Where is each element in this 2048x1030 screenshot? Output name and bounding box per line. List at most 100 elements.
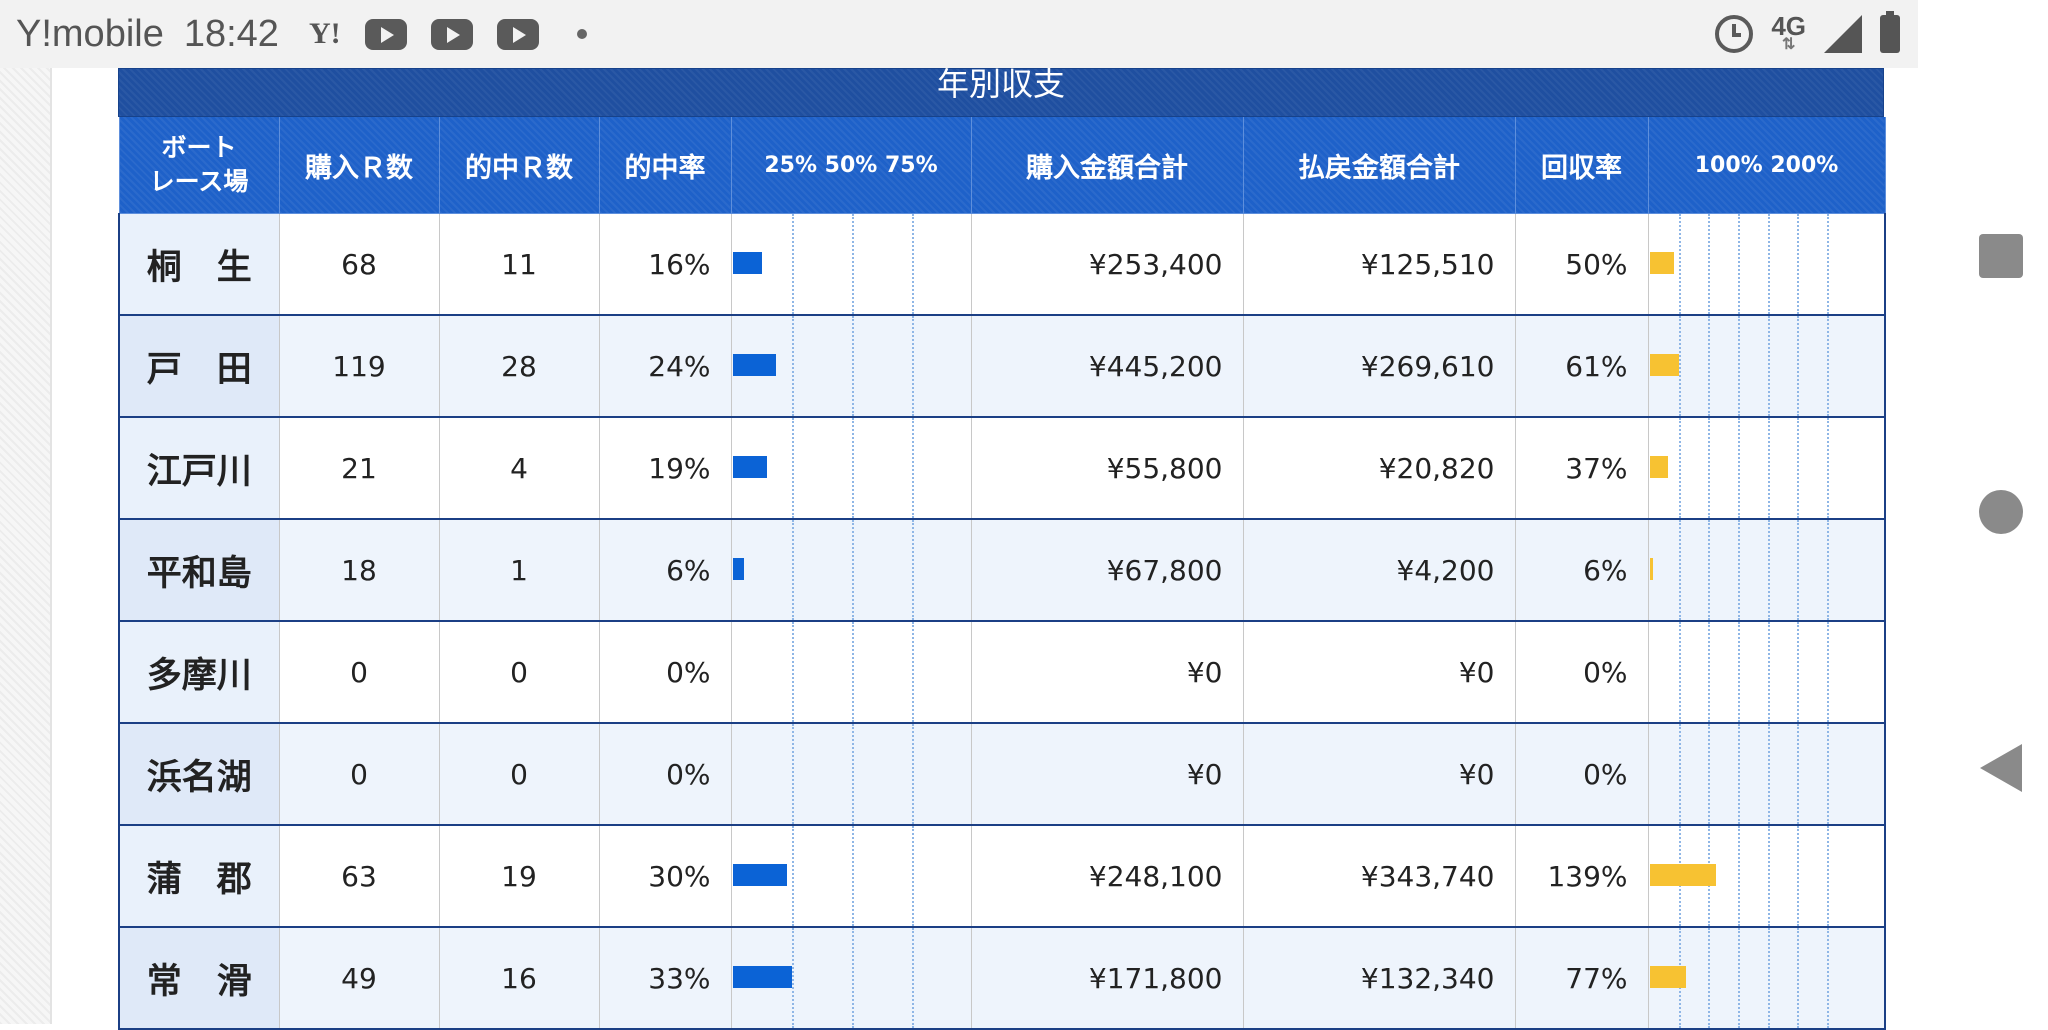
venue-name: 桐 生 [118, 213, 280, 316]
return-rate-gridline [1826, 826, 1829, 926]
purchased-races: 0 [278, 723, 440, 826]
annual-balance-table: 年別収支 ボート レース場 購入Ｒ数 的中Ｒ数 的中率 25% 50% 75% … [118, 68, 1886, 1030]
purchase-total: ¥171,800 [970, 927, 1244, 1030]
hit-races: 4 [438, 417, 600, 520]
return-rate-bar-cell [1647, 315, 1886, 418]
return-rate-bar-cell [1647, 825, 1886, 928]
hit-rate-gridline [791, 826, 794, 926]
return-rate-gridline [1767, 928, 1770, 1028]
purchased-races: 21 [278, 417, 440, 520]
return-rate-gridline [1767, 214, 1770, 314]
hit-rate-gridline [791, 418, 794, 518]
purchased-races: 63 [278, 825, 440, 928]
return-rate-gridline [1767, 520, 1770, 620]
return-rate-gridline [1796, 418, 1799, 518]
hit-rate-gridline [911, 826, 914, 926]
payout-total: ¥343,740 [1242, 825, 1516, 928]
purchased-races: 119 [278, 315, 440, 418]
purchase-total: ¥55,800 [970, 417, 1244, 520]
hit-rate-bar-cell [730, 723, 972, 826]
header-hit-races: 的中Ｒ数 [438, 117, 600, 214]
alarm-icon [1715, 15, 1754, 53]
venue-name: 戸 田 [118, 315, 280, 418]
payout-total: ¥20,820 [1242, 417, 1516, 520]
hit-rate-gridline [851, 826, 854, 926]
return-rate-gridline [1737, 418, 1740, 518]
hit-rate-bar [732, 558, 744, 580]
table-row: 江戸川 21 4 19% ¥55,800 ¥20,820 37% [118, 417, 1886, 520]
return-rate-gridline [1767, 724, 1770, 824]
home-button[interactable] [1979, 490, 2023, 534]
purchase-total: ¥445,200 [970, 315, 1244, 418]
recents-button[interactable] [1979, 234, 2023, 278]
header-hit-rate: 的中率 [598, 117, 732, 214]
hit-rate: 30% [598, 825, 732, 928]
return-rate-gridline [1707, 520, 1710, 620]
table-row: 平和島 18 1 6% ¥67,800 ¥4,200 6% [118, 519, 1886, 622]
return-rate: 139% [1514, 825, 1649, 928]
hit-rate: 0% [598, 621, 732, 724]
table-row: 桐 生 68 11 16% ¥253,400 ¥125,510 50% [118, 213, 1886, 316]
return-rate: 0% [1514, 621, 1649, 724]
purchased-races: 18 [278, 519, 440, 622]
return-rate-gridline [1826, 520, 1829, 620]
carrier-label: Y!mobile [16, 12, 164, 55]
return-rate: 50% [1514, 213, 1649, 316]
hit-rate-gridline [851, 520, 854, 620]
return-rate-gridline [1826, 622, 1829, 722]
purchased-races: 68 [278, 213, 440, 316]
return-rate-bar [1649, 864, 1716, 886]
hit-races: 28 [438, 315, 600, 418]
hit-rate: 16% [598, 213, 732, 316]
return-rate-gridline [1707, 418, 1710, 518]
yahoo-icon: Y! [308, 17, 341, 50]
payout-total: ¥269,610 [1242, 315, 1516, 418]
hit-rate-bar-cell [730, 927, 972, 1030]
return-rate-bar-cell [1647, 213, 1886, 316]
return-rate-bar [1649, 966, 1686, 988]
hit-rate-gridline [851, 928, 854, 1028]
return-rate-gridline [1678, 622, 1681, 722]
back-button[interactable] [1980, 744, 2022, 792]
hit-rate-gridline [851, 724, 854, 824]
header-payout-total: 払戻金額合計 [1242, 117, 1516, 214]
hit-races: 16 [438, 927, 600, 1030]
return-rate-gridline [1796, 724, 1799, 824]
return-rate-bar [1649, 354, 1679, 376]
hit-rate-gridline [911, 520, 914, 620]
return-rate-gridline [1737, 520, 1740, 620]
header-venue-line2: レース場 [149, 167, 249, 196]
table-title: 年別収支 [118, 68, 1884, 117]
header-hit-rate-scale: 25% 50% 75% [730, 117, 972, 214]
return-rate-bar-cell [1647, 621, 1886, 724]
hit-rate-bar-cell [730, 417, 972, 520]
payout-total: ¥0 [1242, 621, 1516, 724]
hit-rate-gridline [791, 724, 794, 824]
hit-rate: 33% [598, 927, 732, 1030]
return-rate-gridline [1707, 214, 1710, 314]
purchased-races: 0 [278, 621, 440, 724]
hit-rate-bar [732, 354, 776, 376]
return-rate-gridline [1737, 214, 1740, 314]
venue-name: 江戸川 [118, 417, 280, 520]
hit-rate-bar-cell [730, 315, 972, 418]
return-rate-gridline [1737, 316, 1740, 416]
battery-icon [1880, 11, 1900, 53]
hit-rate-bar [732, 456, 767, 478]
return-rate-gridline [1796, 928, 1799, 1028]
payout-total: ¥4,200 [1242, 519, 1516, 622]
venue-name: 常 滑 [118, 927, 280, 1030]
return-rate-gridline [1796, 316, 1799, 416]
return-rate-bar-cell [1647, 723, 1886, 826]
balance-table: ボート レース場 購入Ｒ数 的中Ｒ数 的中率 25% 50% 75% 購入金額合… [118, 117, 1886, 1030]
hit-rate-gridline [791, 214, 794, 314]
table-row: 蒲 郡 63 19 30% ¥248,100 ¥343,740 139% [118, 825, 1886, 928]
return-rate-gridline [1826, 928, 1829, 1028]
return-rate-gridline [1737, 928, 1740, 1028]
return-rate-gridline [1826, 418, 1829, 518]
hit-rate-gridline [911, 622, 914, 722]
table-row: 浜名湖 0 0 0% ¥0 ¥0 0% [118, 723, 1886, 826]
hit-rate-gridline [911, 316, 914, 416]
payout-total: ¥125,510 [1242, 213, 1516, 316]
return-rate-gridline [1767, 826, 1770, 926]
